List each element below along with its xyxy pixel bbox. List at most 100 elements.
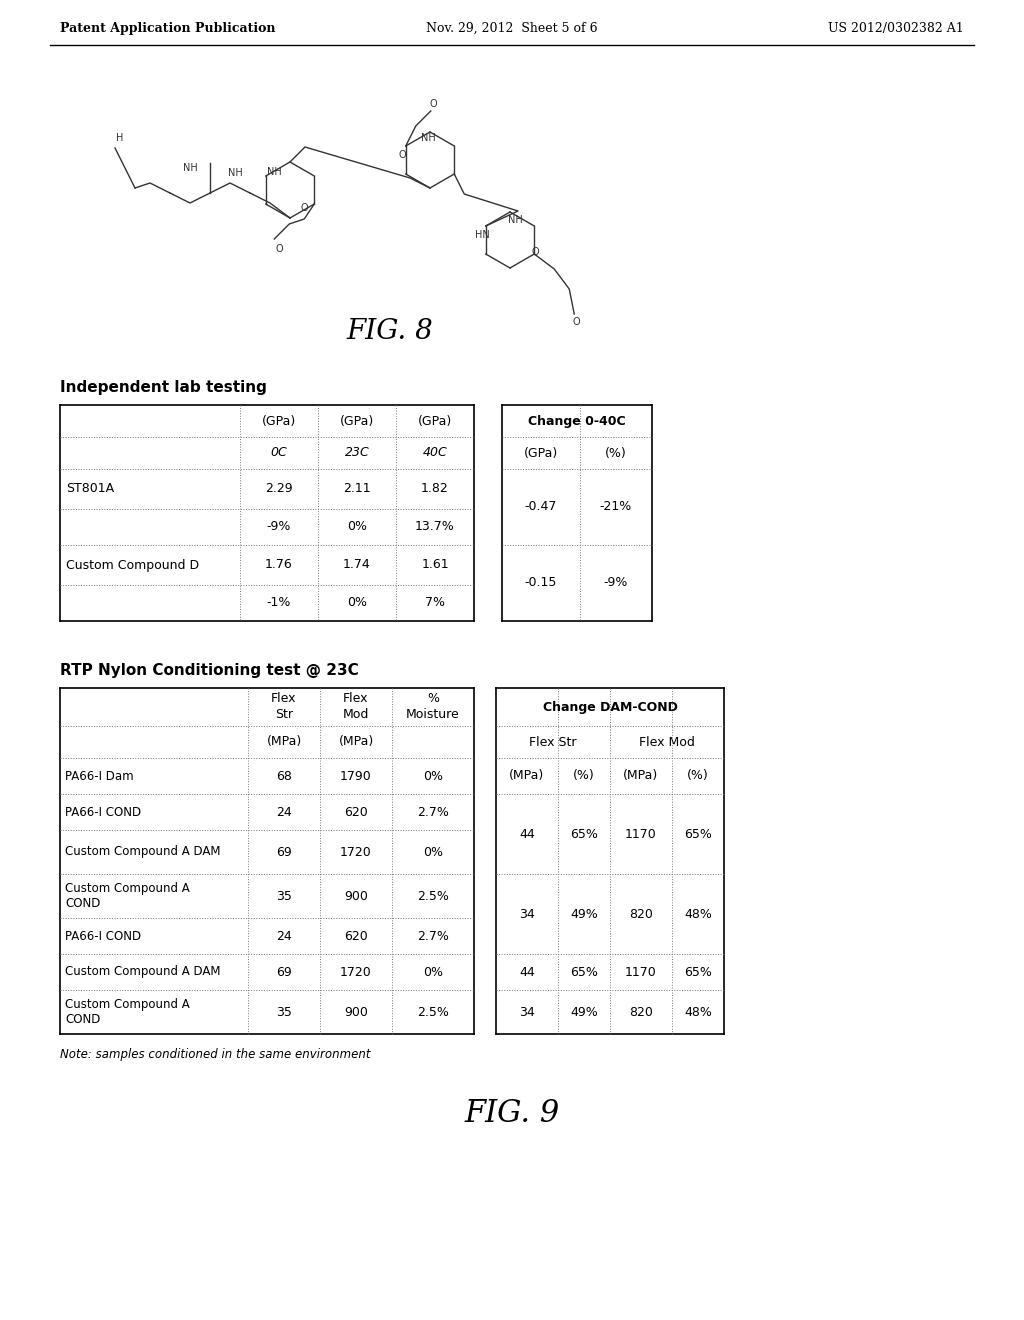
Text: 2.29: 2.29	[265, 483, 293, 495]
Text: 44: 44	[519, 828, 535, 841]
Text: 1.76: 1.76	[265, 558, 293, 572]
Text: 2.5%: 2.5%	[417, 890, 449, 903]
Text: 48%: 48%	[684, 908, 712, 920]
Text: 2.5%: 2.5%	[417, 1006, 449, 1019]
Text: O: O	[531, 247, 539, 257]
Text: Nov. 29, 2012  Sheet 5 of 6: Nov. 29, 2012 Sheet 5 of 6	[426, 22, 598, 36]
Text: Custom Compound A DAM: Custom Compound A DAM	[65, 846, 220, 858]
Text: ST801A: ST801A	[66, 483, 114, 495]
Text: 44: 44	[519, 965, 535, 978]
Text: 7%: 7%	[425, 597, 445, 610]
Text: 68: 68	[276, 770, 292, 783]
Text: 34: 34	[519, 1006, 535, 1019]
Text: -1%: -1%	[267, 597, 291, 610]
Text: 820: 820	[629, 908, 653, 920]
Text: 69: 69	[276, 846, 292, 858]
Text: 0%: 0%	[347, 520, 367, 533]
Text: NH: NH	[227, 168, 243, 178]
Text: Change 0-40C: Change 0-40C	[528, 414, 626, 428]
Text: (MPa): (MPa)	[624, 770, 658, 783]
Text: 620: 620	[344, 805, 368, 818]
Text: 620: 620	[344, 929, 368, 942]
Text: 0%: 0%	[423, 965, 443, 978]
Text: -21%: -21%	[600, 500, 632, 513]
Text: O: O	[275, 244, 283, 253]
Text: PA66-I Dam: PA66-I Dam	[65, 770, 133, 783]
Text: 1790: 1790	[340, 770, 372, 783]
Text: 49%: 49%	[570, 908, 598, 920]
Text: Custom Compound A DAM: Custom Compound A DAM	[65, 965, 220, 978]
Text: (%): (%)	[605, 446, 627, 459]
Text: 2.7%: 2.7%	[417, 929, 449, 942]
Text: FIG. 8: FIG. 8	[347, 318, 433, 345]
Text: -0.47: -0.47	[525, 500, 557, 513]
Text: 48%: 48%	[684, 1006, 712, 1019]
Text: 13.7%: 13.7%	[415, 520, 455, 533]
Text: 34: 34	[519, 908, 535, 920]
Text: NH: NH	[421, 133, 435, 143]
Text: RTP Nylon Conditioning test @ 23C: RTP Nylon Conditioning test @ 23C	[60, 663, 358, 678]
Text: Custom Compound A
COND: Custom Compound A COND	[65, 998, 189, 1026]
Text: 0%: 0%	[423, 770, 443, 783]
Text: FIG. 9: FIG. 9	[464, 1098, 560, 1129]
Text: 35: 35	[276, 890, 292, 903]
Text: Flex
Str: Flex Str	[271, 693, 297, 722]
Text: (MPa): (MPa)	[338, 735, 374, 748]
Text: (GPa): (GPa)	[418, 414, 453, 428]
Text: 900: 900	[344, 890, 368, 903]
Text: H: H	[117, 133, 124, 143]
Text: Change DAM-COND: Change DAM-COND	[543, 701, 678, 714]
Text: 65%: 65%	[570, 828, 598, 841]
Text: 1720: 1720	[340, 965, 372, 978]
Text: -9%: -9%	[267, 520, 291, 533]
Text: 0C: 0C	[270, 446, 288, 459]
Text: 1720: 1720	[340, 846, 372, 858]
Text: 1170: 1170	[625, 965, 656, 978]
Text: O: O	[300, 203, 308, 213]
Text: 65%: 65%	[684, 828, 712, 841]
Text: (GPa): (GPa)	[524, 446, 558, 459]
Text: (MPa): (MPa)	[509, 770, 545, 783]
Text: Independent lab testing: Independent lab testing	[60, 380, 267, 395]
Text: 69: 69	[276, 965, 292, 978]
Text: 1.82: 1.82	[421, 483, 449, 495]
Text: (%): (%)	[573, 770, 595, 783]
Text: Flex Mod: Flex Mod	[639, 735, 695, 748]
Text: NH: NH	[266, 168, 282, 177]
Text: Custom Compound D: Custom Compound D	[66, 558, 199, 572]
Text: Patent Application Publication: Patent Application Publication	[60, 22, 275, 36]
Text: 1.61: 1.61	[421, 558, 449, 572]
Text: O: O	[430, 99, 437, 110]
Text: %
Moisture: % Moisture	[407, 693, 460, 722]
Text: -9%: -9%	[604, 577, 628, 590]
Text: (%): (%)	[687, 770, 709, 783]
Text: 1170: 1170	[625, 828, 656, 841]
Text: Note: samples conditioned in the same environment: Note: samples conditioned in the same en…	[60, 1048, 371, 1061]
Text: US 2012/0302382 A1: US 2012/0302382 A1	[828, 22, 964, 36]
Text: 0%: 0%	[347, 597, 367, 610]
Text: 40C: 40C	[423, 446, 447, 459]
Text: 820: 820	[629, 1006, 653, 1019]
Text: Flex
Mod: Flex Mod	[343, 693, 370, 722]
Text: 35: 35	[276, 1006, 292, 1019]
Text: 23C: 23C	[345, 446, 370, 459]
Text: (GPa): (GPa)	[262, 414, 296, 428]
Text: 900: 900	[344, 1006, 368, 1019]
Text: HN: HN	[475, 230, 489, 240]
Text: 0%: 0%	[423, 846, 443, 858]
Text: 2.7%: 2.7%	[417, 805, 449, 818]
Text: 49%: 49%	[570, 1006, 598, 1019]
Text: Custom Compound A
COND: Custom Compound A COND	[65, 882, 189, 909]
Text: O: O	[398, 150, 406, 160]
Text: PA66-I COND: PA66-I COND	[65, 929, 141, 942]
Text: (MPa): (MPa)	[266, 735, 302, 748]
Text: (GPa): (GPa)	[340, 414, 374, 428]
Text: PA66-I COND: PA66-I COND	[65, 805, 141, 818]
Text: 24: 24	[276, 805, 292, 818]
Text: 65%: 65%	[570, 965, 598, 978]
Text: NH: NH	[508, 215, 522, 224]
Text: 65%: 65%	[684, 965, 712, 978]
Text: O: O	[572, 317, 580, 327]
Text: 2.11: 2.11	[343, 483, 371, 495]
Text: NH: NH	[182, 162, 198, 173]
